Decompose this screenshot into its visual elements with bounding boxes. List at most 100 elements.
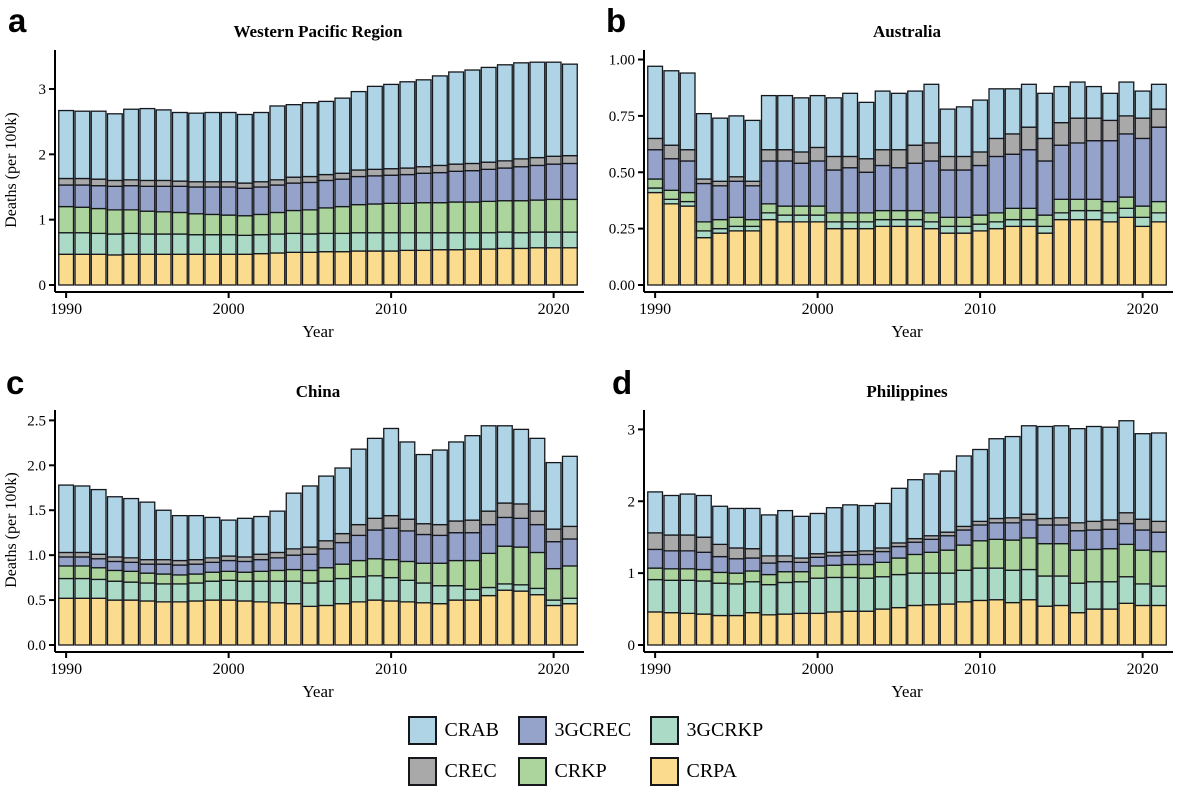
bar-segment-CREC <box>171 180 188 187</box>
bar-segment-3GCREC <box>236 560 253 573</box>
bar-segment-3GCREC <box>663 158 680 191</box>
panel-letter-c: c <box>6 364 25 401</box>
bar-segment-CRPA <box>415 602 432 646</box>
bar-segment-CRPA <box>712 232 729 286</box>
bar-segment-CREC <box>1004 133 1021 155</box>
bar-segment-3GCRKP <box>236 580 253 602</box>
y-tick-label: 0 <box>39 278 47 294</box>
bar-segment-CRKP <box>334 205 351 235</box>
x-tick-label: 2010 <box>964 661 996 678</box>
bar-segment-3GCREC <box>988 522 1005 540</box>
bar-segment-CRPA <box>383 600 400 646</box>
bar-segment-CREC <box>350 523 367 537</box>
bar-segment-CRPA <box>972 230 989 286</box>
bar-segment-CRAB <box>529 437 546 512</box>
bar-segment-CRPA <box>220 253 237 286</box>
bar-segment-3GCRKP <box>1102 212 1119 223</box>
bar-segment-CREC <box>301 175 318 184</box>
bar-segment-3GCREC <box>809 160 826 207</box>
bar-segment-3GCRKP <box>874 218 891 228</box>
bar-segment-3GCREC <box>350 534 367 562</box>
bar-segment-CRAB <box>1150 83 1167 110</box>
legend: CRAB 3GCREC 3GCRKP CREC CRKP CRPA <box>0 716 1177 786</box>
bar-segment-3GCREC <box>545 163 562 201</box>
bar-segment-3GCREC <box>1004 522 1021 541</box>
bar-segment-CRKP <box>58 565 75 580</box>
bar-segment-CRKP <box>171 211 188 235</box>
bar-segment-CRAB <box>448 441 465 522</box>
legend-label-3gcrkp: 3GCRKP <box>686 719 764 741</box>
bar-segment-3GCREC <box>139 185 156 212</box>
bar-segment-CREC <box>923 142 940 162</box>
bar-segment-3GCREC <box>58 556 75 567</box>
bar-segment-CRKP <box>988 212 1005 223</box>
bar-segment-CRAB <box>220 111 237 183</box>
bar-segment-3GCRKP <box>415 232 432 252</box>
bar-segment-3GCRKP <box>1053 212 1070 221</box>
bar-segment-CRPA <box>301 251 318 286</box>
bar-segment-3GCREC <box>171 185 188 214</box>
bar-segment-CREC <box>188 558 205 565</box>
bar-segment-CRKP <box>285 209 302 235</box>
bar-segment-CRAB <box>545 461 562 530</box>
bar-segment-3GCRKP <box>155 233 172 255</box>
bar-segment-CRKP <box>529 551 546 590</box>
bar-segment-CREC <box>955 155 972 171</box>
bar-segment-CRAB <box>1085 85 1102 119</box>
legend-swatch-crpa <box>649 757 679 786</box>
bar-segment-CREC <box>1118 512 1135 525</box>
bar-segment-CREC <box>90 178 107 187</box>
bar-segment-CRAB <box>663 70 680 146</box>
bar-segment-3GCREC <box>1069 142 1086 200</box>
bar-segment-CRAB <box>350 90 367 171</box>
bar-segment-3GCRKP <box>220 234 237 255</box>
bar-segment-CRPA <box>399 601 416 646</box>
bar-segment-CRPA <box>139 253 156 286</box>
bar-segment-CREC <box>236 556 253 563</box>
bar-segment-CRPA <box>712 614 729 646</box>
bar-segment-CRPA <box>464 248 481 286</box>
bar-segment-3GCREC <box>188 563 205 575</box>
bar-segment-3GCRKP <box>334 577 351 605</box>
bar-segment-3GCREC <box>679 550 696 570</box>
bar-segment-3GCRKP <box>744 225 761 232</box>
bar-segment-CRAB <box>399 441 416 520</box>
bar-segment-CRKP <box>399 202 416 234</box>
bar-segment-3GCRKP <box>496 231 513 250</box>
bar-segment-CREC <box>318 173 335 182</box>
bar-segment-CREC <box>1085 117 1102 142</box>
bar-segment-CRKP <box>1134 205 1151 219</box>
bar-segment-3GCRKP <box>415 582 432 604</box>
bar-segment-CRKP <box>793 571 810 583</box>
x-tick-label: 2020 <box>1127 301 1159 318</box>
bar-segment-CRPA <box>74 253 91 286</box>
bar-segment-3GCREC <box>695 182 712 223</box>
bar-segment-3GCREC <box>529 523 546 554</box>
bar-segment-CRAB <box>236 517 253 558</box>
panel-letter-b: b <box>606 2 627 39</box>
bar-segment-CRKP <box>858 212 875 223</box>
bar-segment-CREC <box>858 158 875 173</box>
bar-segment-CRPA <box>988 227 1005 286</box>
bar-segment-CRKP <box>123 570 140 583</box>
bar-segment-CRKP <box>825 212 842 223</box>
bar-segment-3GCREC <box>269 557 286 572</box>
bar-segment-CREC <box>529 510 546 526</box>
bar-segment-CRKP <box>874 561 891 578</box>
bar-segment-CREC <box>825 155 842 171</box>
bar-segment-3GCREC <box>679 160 696 194</box>
bar-segment-3GCRKP <box>90 578 107 599</box>
bar-segment-CRPA <box>1020 599 1037 646</box>
bar-segment-CRPA <box>793 221 810 286</box>
bar-segment-CRAB <box>399 81 416 169</box>
bar-segment-3GCREC <box>1020 149 1037 209</box>
bar-segment-CRKP <box>744 570 761 583</box>
bar-segment-CRKP <box>496 200 513 233</box>
bar-segment-3GCRKP <box>907 572 924 607</box>
chart-panel-a: Western Pacific Region Deaths (per 100k) 0… <box>3 22 584 341</box>
bar-segment-3GCREC <box>663 550 680 570</box>
bar-segment-CRAB <box>695 494 712 538</box>
bar-segment-3GCRKP <box>1020 568 1037 601</box>
bar-segment-CRAB <box>1069 81 1086 119</box>
panel-letter-d: d <box>612 364 633 401</box>
